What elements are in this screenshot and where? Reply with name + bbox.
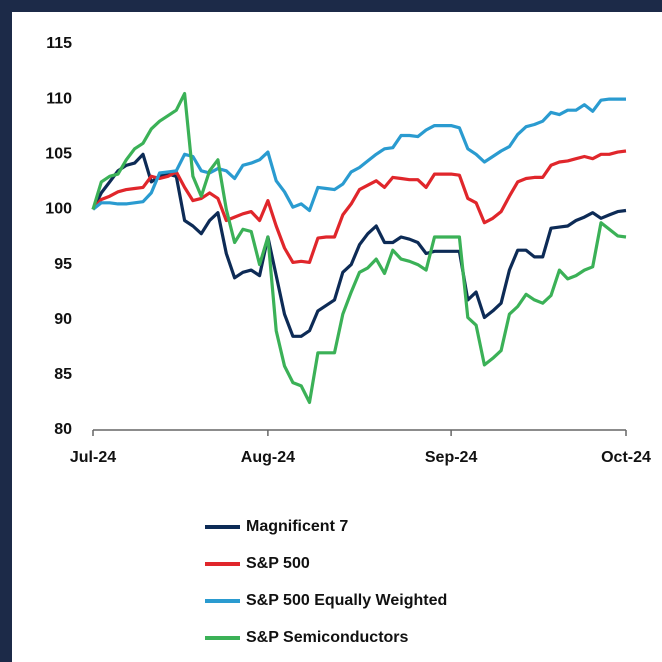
legend-label: S&P 500 Equally Weighted xyxy=(246,592,447,609)
y-tick-label: 110 xyxy=(46,90,72,107)
series-line xyxy=(91,152,627,338)
y-tick-label: 95 xyxy=(54,256,72,273)
x-tick-label: Jul-24 xyxy=(70,449,116,466)
series-line xyxy=(91,92,627,404)
legend-label: S&P Semiconductors xyxy=(246,629,409,646)
y-tick-label: 80 xyxy=(54,421,72,438)
y-tick-label: 100 xyxy=(45,201,72,218)
y-tick-label: 85 xyxy=(54,366,72,383)
series-line xyxy=(91,149,627,264)
series-line xyxy=(92,97,626,213)
x-tick-label: Oct-24 xyxy=(601,449,651,466)
x-tick-label: Sep-24 xyxy=(425,449,478,466)
legend-label: Magnificent 7 xyxy=(246,518,348,535)
legend-label: S&P 500 xyxy=(246,555,310,572)
y-tick-label: 105 xyxy=(45,146,72,163)
y-tick-label: 115 xyxy=(46,35,72,52)
x-tick-label: Aug-24 xyxy=(241,449,295,466)
y-tick-label: 90 xyxy=(54,311,72,328)
